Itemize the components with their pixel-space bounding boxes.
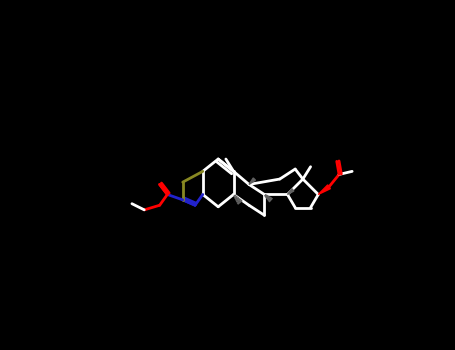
Polygon shape: [318, 185, 330, 195]
Polygon shape: [288, 189, 294, 195]
Polygon shape: [249, 178, 255, 184]
